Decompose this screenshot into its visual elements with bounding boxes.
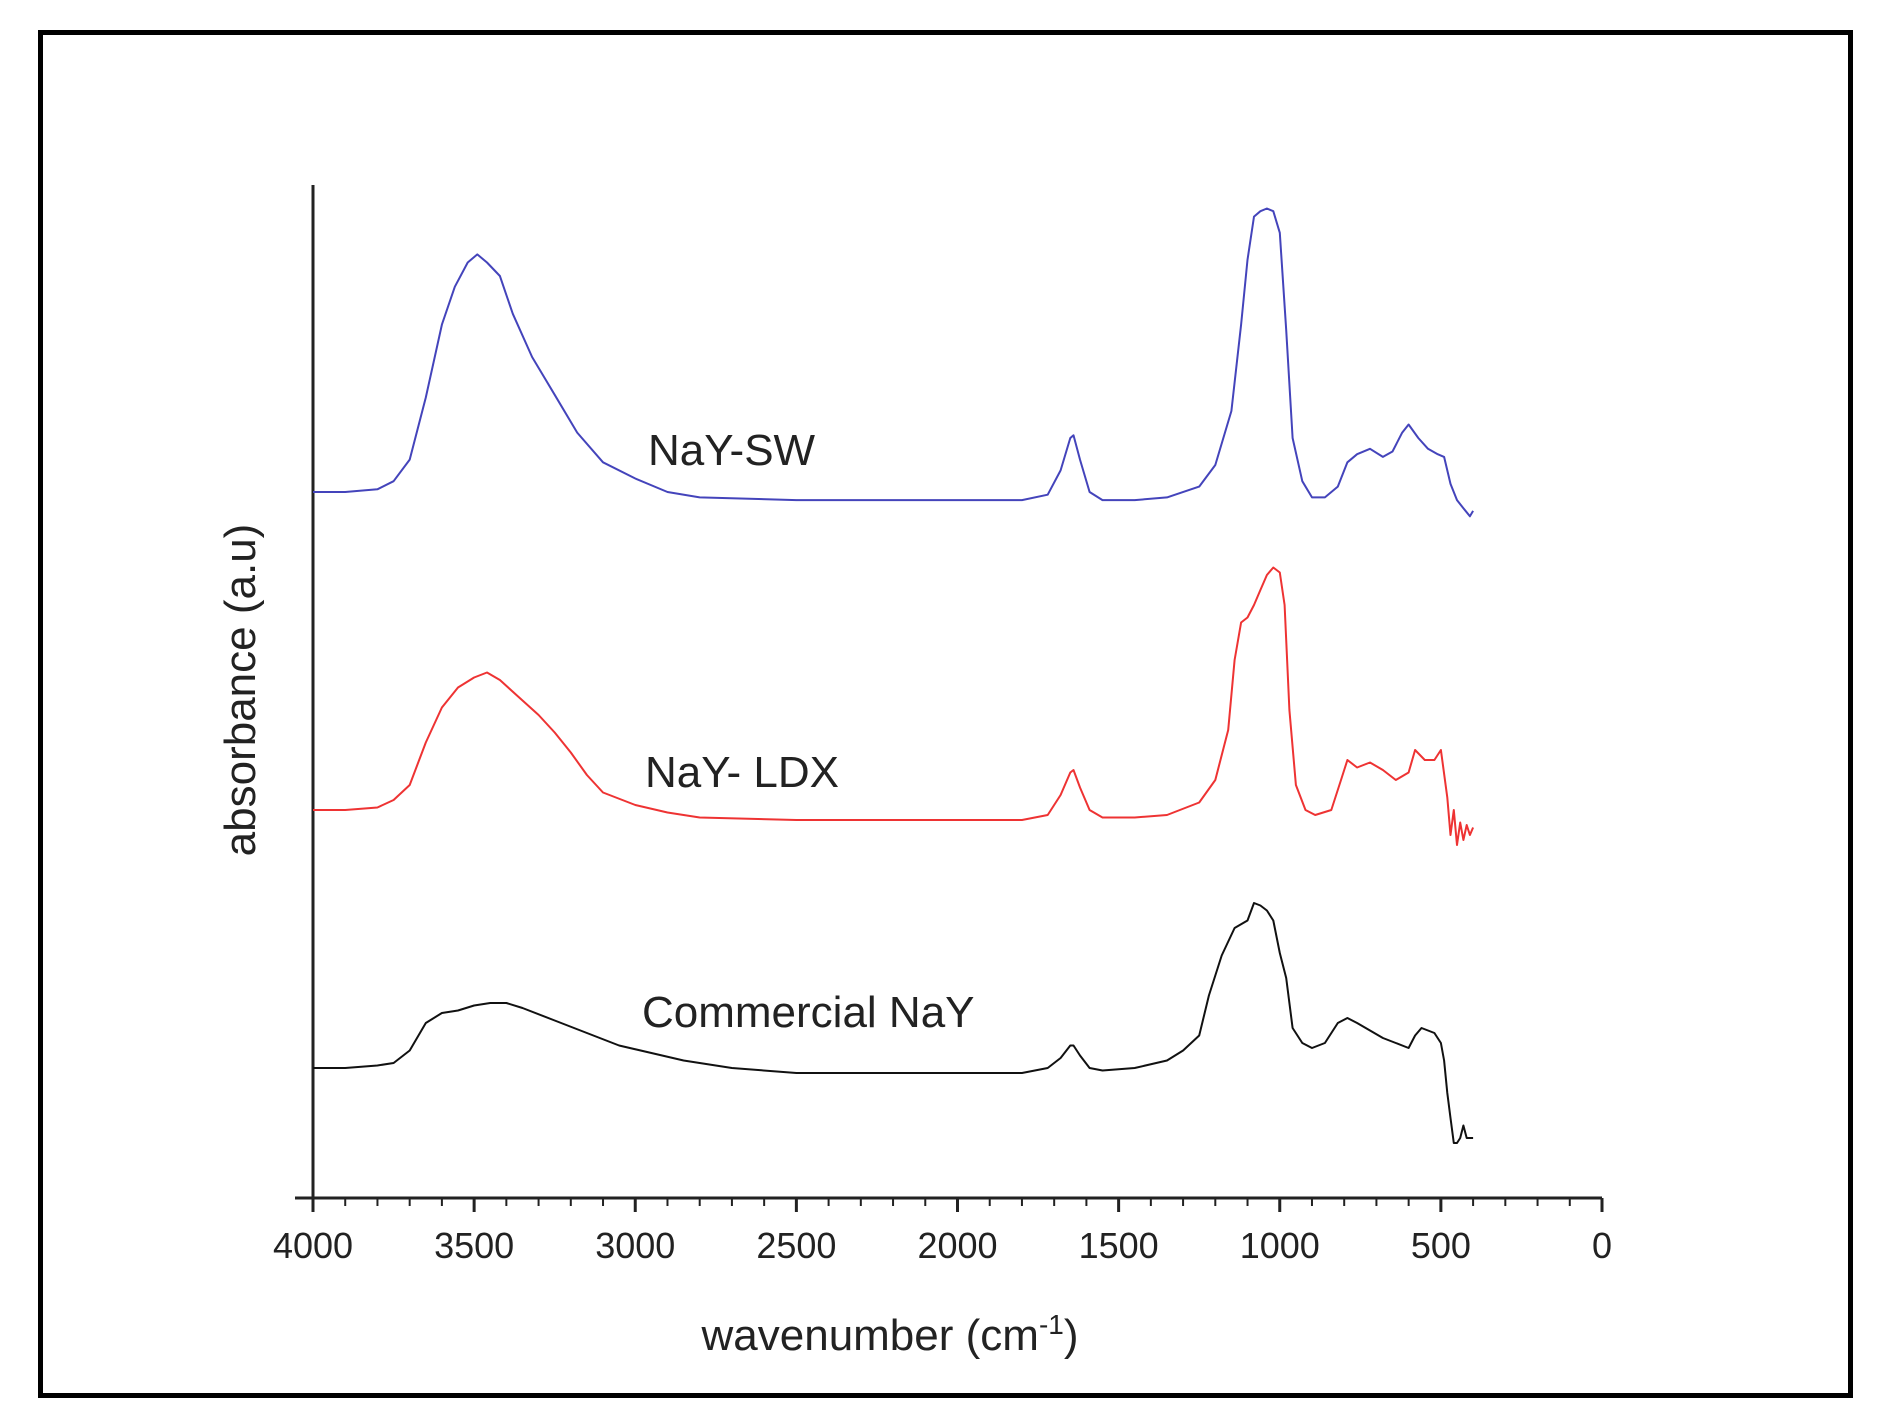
x-tick-label: 3500	[434, 1225, 514, 1266]
series-label-2: NaY- LDX	[645, 748, 839, 797]
axes	[295, 185, 1602, 1200]
x-tick-label: 0	[1592, 1225, 1612, 1266]
x-tick-label: 2000	[917, 1225, 997, 1266]
x-axis-title: wavenumber (cm-1)	[701, 1309, 1079, 1360]
series-line-1	[313, 207, 1474, 518]
figure-frame	[38, 30, 1853, 1398]
y-axis-title: absorbance (a.u)	[216, 524, 265, 857]
x-tick-label: 2500	[756, 1225, 836, 1266]
series-label-1: NaY-SW	[648, 426, 816, 475]
x-tick-labels: 4000 3500 3000 2500 2000 1500 1000 500 0	[273, 1225, 1612, 1266]
x-tick-label: 4000	[273, 1225, 353, 1266]
x-tick-label: 3000	[595, 1225, 675, 1266]
series-lines	[313, 207, 1475, 1144]
series-line-3	[313, 902, 1474, 1144]
series-line-2	[313, 566, 1475, 846]
x-ticks	[311, 1198, 1604, 1212]
series-label-3: Commercial NaY	[642, 988, 975, 1037]
x-tick-label: 1500	[1079, 1225, 1159, 1266]
series-labels: NaY-SW NaY- LDX Commercial NaY	[642, 426, 975, 1037]
x-tick-label: 500	[1411, 1225, 1471, 1266]
x-tick-label: 1000	[1240, 1225, 1320, 1266]
